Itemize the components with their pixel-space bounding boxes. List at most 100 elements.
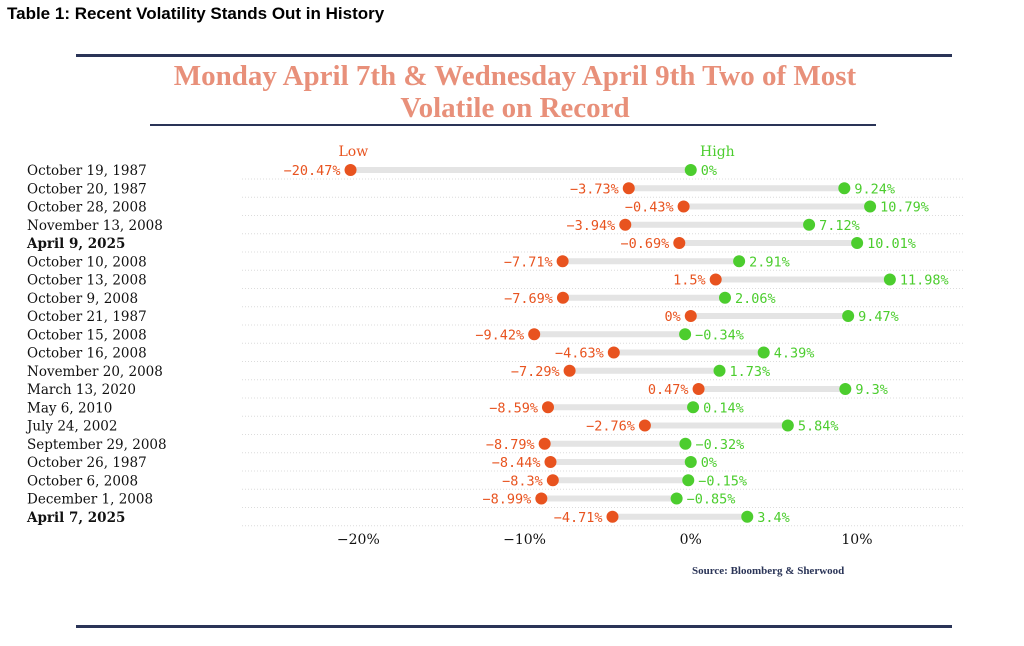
low-value-label: −0.69%: [621, 236, 670, 252]
high-value-label: −0.34%: [695, 327, 744, 343]
high-value-label: 9.24%: [854, 181, 895, 197]
row-label: October 19, 1987: [27, 163, 147, 179]
x-tick-label: −20%: [337, 532, 380, 548]
low-point: [535, 492, 548, 505]
high-value-label: 3.4%: [757, 510, 790, 526]
high-point: [842, 310, 855, 322]
low-point: [677, 200, 690, 213]
row-label: November 13, 2008: [27, 218, 163, 234]
high-point: [741, 510, 754, 523]
low-value-label: −3.73%: [570, 181, 619, 197]
low-point: [684, 310, 697, 322]
low-point: [556, 291, 569, 304]
high-value-label: 10.01%: [867, 236, 916, 252]
low-value-label: −4.63%: [555, 346, 604, 362]
low-point: [619, 218, 632, 231]
row-label: March 13, 2020: [27, 382, 136, 398]
low-value-label: −7.71%: [504, 254, 553, 270]
low-point: [692, 383, 705, 395]
low-value-label: −8.99%: [483, 492, 532, 508]
high-value-label: 0%: [701, 163, 717, 179]
row-label: November 20, 2008: [27, 364, 163, 380]
low-value-label: 0%: [664, 309, 680, 325]
high-value-label: 7.12%: [819, 218, 860, 234]
low-value-label: −20.47%: [284, 163, 341, 179]
high-value-label: 9.47%: [858, 309, 899, 325]
row-label: October 21, 1987: [27, 309, 147, 325]
high-point: [718, 291, 731, 304]
high-point: [864, 200, 877, 213]
high-value-label: −0.32%: [695, 437, 744, 453]
high-point: [684, 456, 697, 468]
low-point: [546, 474, 559, 487]
low-point: [622, 182, 635, 195]
high-point: [679, 437, 692, 450]
high-point: [679, 328, 692, 341]
bottom-rule: [76, 625, 952, 628]
low-point: [544, 456, 557, 468]
low-value-label: 0.47%: [648, 382, 689, 398]
row-label: October 28, 2008: [27, 200, 147, 216]
high-value-label: 2.06%: [735, 291, 776, 307]
high-value-label: 9.3%: [855, 382, 888, 398]
low-point: [638, 419, 651, 432]
row-label: October 15, 2008: [27, 327, 147, 343]
low-value-label: 1.5%: [673, 273, 706, 289]
high-point: [687, 401, 700, 414]
low-point: [541, 401, 554, 414]
row-label: April 7, 2025: [26, 510, 125, 526]
row-label: May 6, 2010: [27, 400, 112, 416]
row-label: October 26, 1987: [27, 455, 147, 471]
low-point: [563, 364, 576, 377]
low-point: [538, 437, 551, 450]
high-value-label: 4.39%: [774, 346, 815, 362]
high-value-label: 10.79%: [880, 200, 929, 216]
high-point: [838, 182, 851, 195]
legend-low: Low: [338, 144, 368, 160]
source-note: Source: Bloomberg & Sherwood: [692, 565, 845, 577]
low-value-label: −7.69%: [504, 291, 553, 307]
high-value-label: 5.84%: [798, 419, 839, 435]
high-value-label: −0.85%: [687, 492, 736, 508]
low-value-label: −8.44%: [492, 455, 541, 471]
low-value-label: −2.76%: [586, 419, 635, 435]
row-label: October 20, 1987: [27, 181, 147, 197]
row-label: September 29, 2008: [27, 437, 167, 453]
high-value-label: 2.91%: [749, 254, 790, 270]
chart-title-line-1: Monday April 7th & Wednesday April 9th T…: [173, 60, 857, 92]
table-caption: Table 1: Recent Volatility Stands Out in…: [7, 4, 385, 23]
x-tick-label: 10%: [841, 532, 872, 548]
x-tick-label: −10%: [503, 532, 546, 548]
row-label: July 24, 2002: [25, 419, 117, 435]
top-rule: [76, 54, 952, 57]
chart-title: Monday April 7th & Wednesday April 9th T…: [80, 60, 950, 124]
high-value-label: 0.14%: [703, 400, 744, 416]
low-point: [556, 255, 569, 268]
row-label: October 16, 2008: [27, 346, 147, 362]
row-label: October 10, 2008: [27, 254, 147, 270]
high-value-label: 1.73%: [730, 364, 771, 380]
low-value-label: −8.59%: [489, 400, 538, 416]
x-tick-label: 0%: [680, 532, 702, 548]
row-label: October 9, 2008: [27, 291, 138, 307]
low-point: [606, 510, 619, 523]
low-value-label: −4.71%: [554, 510, 603, 526]
low-point: [709, 273, 722, 286]
row-label: April 9, 2025: [26, 236, 125, 252]
high-value-label: 0%: [701, 455, 717, 471]
low-value-label: −3.94%: [566, 218, 615, 234]
low-point: [344, 164, 357, 176]
row-label: December 1, 2008: [27, 492, 153, 508]
high-point: [713, 364, 726, 377]
high-point: [757, 346, 770, 359]
title-underline: [150, 124, 876, 126]
low-value-label: −0.43%: [625, 200, 674, 216]
high-point: [733, 255, 746, 268]
high-value-label: −0.15%: [698, 473, 747, 489]
high-point: [883, 273, 896, 286]
chart-title-line-2: Volatile on Record: [400, 92, 630, 124]
high-point: [803, 218, 816, 231]
high-point: [851, 237, 864, 249]
low-value-label: −8.79%: [486, 437, 535, 453]
